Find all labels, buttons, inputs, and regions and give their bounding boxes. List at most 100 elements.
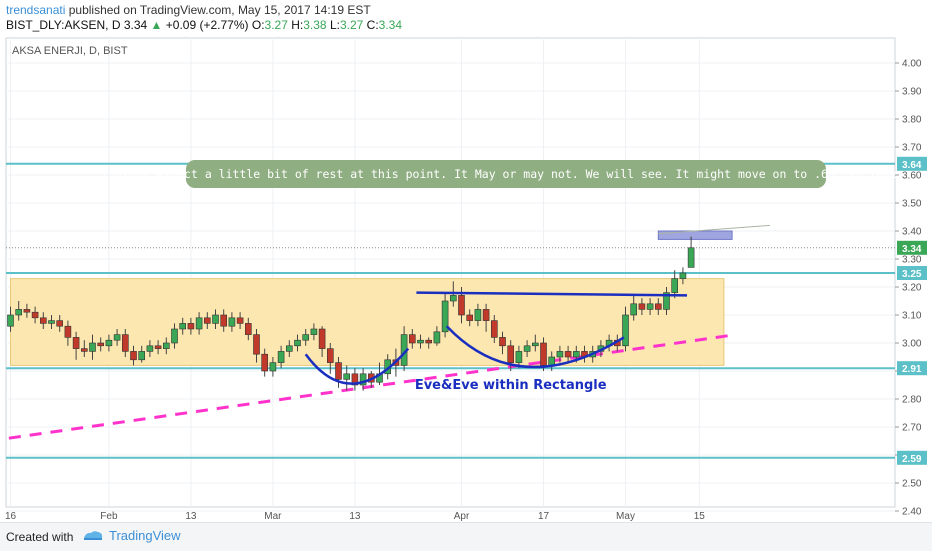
candle-body-up <box>663 292 670 310</box>
candle-body-up <box>687 247 695 268</box>
candle <box>81 340 88 357</box>
note-bubble <box>186 160 826 188</box>
candle-body-down <box>236 317 244 324</box>
candle <box>269 357 277 377</box>
x-tick-label: May <box>616 511 635 522</box>
candle <box>179 317 186 335</box>
candle <box>408 329 416 349</box>
price-label: 3.25 <box>897 266 927 280</box>
eve-curve <box>304 347 410 385</box>
candle <box>228 312 236 332</box>
candle <box>671 270 679 299</box>
note-annotation: I might expect a little bit of rest at t… <box>101 160 911 235</box>
y-tick-label: 3.80 <box>902 115 922 126</box>
candle-body-down <box>122 334 129 352</box>
chart-title: AKSA ENERJI, D, BIST <box>12 45 128 57</box>
publish-info: trendsanati published on TradingView.com… <box>6 3 371 17</box>
candle <box>556 345 564 363</box>
price-label-text: 3.64 <box>902 160 922 171</box>
candle-body-up <box>679 272 687 279</box>
candle <box>23 303 31 318</box>
y-tick-label: 3.60 <box>902 171 922 182</box>
candle <box>130 345 137 366</box>
eve-curve <box>445 325 625 369</box>
y-tick-label: 3.10 <box>902 311 922 322</box>
price-label-bg <box>897 450 927 465</box>
candle-body-up <box>113 334 121 341</box>
y-tick-label: 3.70 <box>902 143 922 154</box>
candle <box>122 329 129 357</box>
candle-body-up <box>179 323 186 330</box>
candle-body-down <box>482 309 490 321</box>
price-label-text: 3.34 <box>902 244 922 255</box>
candle-body-down <box>458 295 465 316</box>
candle-body-up <box>359 373 367 386</box>
tradingview-link[interactable]: TradingView <box>82 528 181 543</box>
close-value: 3.34 <box>378 18 403 32</box>
candle-body-down <box>97 342 104 347</box>
candle <box>113 329 121 346</box>
symbol-info: BIST_DLY:AKSEN, D 3.34 ▲ +0.09 (+2.77%) … <box>6 18 402 32</box>
candle <box>261 348 269 377</box>
candle-body-down <box>220 314 227 327</box>
open-label: O: <box>251 18 265 32</box>
author-link[interactable]: trendsanati <box>6 3 66 17</box>
candle-body-up <box>7 314 14 327</box>
candle-body-up <box>195 317 203 330</box>
candle <box>212 309 219 329</box>
x-tick-label: 16 <box>5 511 17 522</box>
candle-body-up <box>105 339 113 347</box>
candle-body-up <box>523 345 531 352</box>
x-tick-label: 15 <box>694 511 706 522</box>
candle <box>474 303 482 327</box>
price-label-text: 3.25 <box>902 269 922 280</box>
candle <box>236 312 244 329</box>
candle <box>359 368 367 391</box>
last-price: 3.34 <box>123 18 148 32</box>
candle <box>466 309 474 327</box>
up-arrow-icon: ▲ <box>150 18 163 32</box>
rectangle-zone <box>10 278 725 366</box>
candle <box>564 345 572 363</box>
candle <box>138 345 145 363</box>
high-value: 3.38 <box>303 18 327 32</box>
price-label-bg <box>897 266 927 280</box>
candle <box>39 312 47 329</box>
candle-body-down <box>253 334 260 355</box>
candle <box>490 315 498 343</box>
candle-body-down <box>654 303 662 310</box>
candle <box>105 334 113 352</box>
candle <box>7 306 14 332</box>
x-tick-label: Apr <box>454 511 470 522</box>
candle <box>417 334 424 349</box>
candle <box>187 317 195 335</box>
candle <box>97 337 104 352</box>
candle-body-up <box>171 328 178 344</box>
x-tick-label: Mar <box>264 511 282 522</box>
candle <box>310 323 318 341</box>
price-label-bg <box>897 240 927 255</box>
candle-body-up <box>474 309 482 321</box>
candle <box>318 326 326 357</box>
candle <box>245 317 252 341</box>
low-value: 3.27 <box>339 18 364 32</box>
candle <box>171 323 178 349</box>
note-text: I might expect a little bit of rest at t… <box>101 167 911 181</box>
candle <box>56 315 64 332</box>
candle-body-down <box>39 317 47 324</box>
candle <box>154 340 162 355</box>
price-chart[interactable]: I might expect a little bit of rest at t… <box>0 34 932 522</box>
y-tick-label: 2.50 <box>902 479 922 490</box>
candle <box>302 329 310 346</box>
candle <box>220 309 227 332</box>
candle-body-up <box>531 342 539 347</box>
candle <box>64 320 72 346</box>
candle <box>646 298 654 315</box>
x-tick-label: 13 <box>349 511 361 522</box>
price-label-bg <box>897 156 927 171</box>
y-tick-label: 3.40 <box>902 227 922 238</box>
candle-body-up <box>433 331 441 344</box>
candle-body-up <box>228 317 236 327</box>
close-label: C: <box>366 18 379 32</box>
candle <box>687 236 695 268</box>
